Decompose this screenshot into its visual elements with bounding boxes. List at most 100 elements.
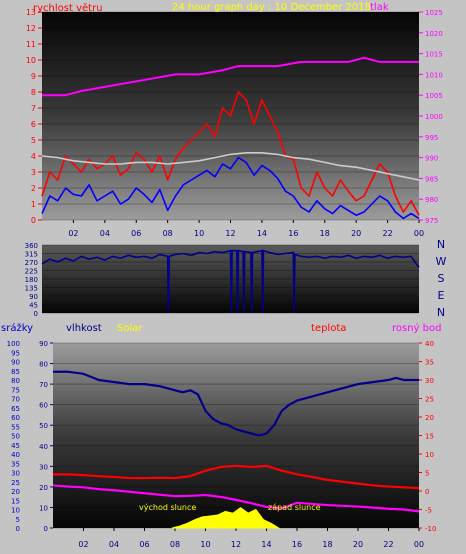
wind-left-tick-label: 9	[31, 72, 36, 81]
wind-left-tick-label: 12	[26, 24, 36, 33]
wind-speed-label: rychlost větru	[33, 2, 103, 14]
bottom-x-tick-label: 00	[414, 540, 424, 549]
pressure-tick-label: 980	[425, 196, 438, 204]
wind-x-tick-label: 20	[351, 229, 361, 238]
temperature-tick-label: -5	[425, 507, 432, 515]
wind-left-tick-label: 13	[26, 8, 36, 17]
pressure-tick-label: 975	[425, 217, 438, 225]
direction-tick-label: 360	[25, 242, 38, 250]
direction-tick-label: 0	[34, 310, 38, 318]
bottom-x-tick-label: 20	[353, 540, 363, 549]
rain-tick-label: 85	[11, 368, 20, 376]
rain-tick-label: 35	[11, 460, 20, 468]
wind-left-tick-label: 10	[26, 56, 36, 65]
direction-tick-label: 90	[29, 293, 38, 301]
temperature-tick-label: 25	[425, 396, 434, 404]
bottom-plot-area	[53, 343, 419, 528]
rain-tick-label: 75	[11, 386, 20, 394]
rain-tick-label: 50	[11, 433, 20, 441]
pressure-tick-label: 1015	[425, 51, 443, 59]
wind-left-tick-label: 6	[31, 120, 36, 129]
compass-e: E	[438, 289, 445, 302]
rain-tick-label: 30	[11, 470, 20, 478]
direction-tick-label: 315	[25, 251, 38, 259]
bottom-x-tick-label: 08	[170, 540, 180, 549]
rain-label: srážky	[1, 322, 33, 334]
dew-point-line	[52, 484, 420, 513]
pressure-tick-label: 995	[425, 134, 438, 142]
rain-tick-label: 5	[16, 516, 20, 524]
temperature-tick-label: 15	[425, 433, 434, 441]
pressure-tick-label: 985	[425, 175, 438, 183]
temperature-tick-label: 35	[425, 359, 434, 367]
temperature-label: teplota	[311, 323, 346, 334]
bottom-x-tick-label: 16	[292, 540, 302, 549]
humidity-tick-label: 70	[39, 381, 48, 389]
bottom-x-tick-label: 12	[231, 540, 241, 549]
humidity-tick-label: 10	[39, 504, 48, 512]
bottom-x-tick-label: 02	[78, 540, 88, 549]
humidity-tick-label: 20	[39, 484, 48, 492]
humidity-tick-label: 50	[39, 422, 48, 430]
direction-series	[41, 249, 420, 314]
compass-s: S	[438, 272, 445, 285]
humidity-temperature-chart: 0510152025303540455055606570758085909510…	[1, 322, 441, 549]
direction-tick-label: 135	[25, 285, 38, 293]
bottom-x-tick-label: 04	[109, 540, 119, 549]
wind-x-tick-label: 00	[414, 229, 424, 238]
wind-x-tick-label: 02	[68, 229, 78, 238]
compass-n-top: N	[437, 238, 445, 251]
bottom-axis-x: 02 04 06 08 10 12 14 16 18 20 22 00	[78, 528, 424, 549]
wind-average-line	[41, 152, 420, 181]
wind-left-tick-label: 5	[31, 136, 36, 145]
bottom-x-tick-label: 10	[200, 540, 210, 549]
rain-tick-label: 0	[16, 525, 20, 533]
wind-left-tick-label: 4	[31, 152, 36, 161]
temperature-tick-label: 10	[425, 451, 434, 459]
rain-tick-label: 90	[11, 359, 20, 367]
rain-tick-label: 100	[7, 340, 20, 348]
temperature-tick-label: 5	[425, 470, 429, 478]
temperature-tick-label: 40	[425, 340, 434, 348]
humidity-tick-label: 90	[39, 340, 48, 348]
wind-series	[41, 56, 420, 220]
wind-x-tick-label: 16	[288, 229, 298, 238]
rain-tick-label: 40	[11, 451, 20, 459]
solar-area	[171, 507, 281, 529]
wind-x-tick-label: 06	[131, 229, 141, 238]
wind-left-tick-label: 2	[31, 184, 36, 193]
wind-x-tick-label: 04	[100, 229, 110, 238]
rain-tick-label: 55	[11, 423, 20, 431]
direction-tick-label: 180	[25, 276, 38, 284]
wind-left-tick-label: 0	[31, 216, 36, 225]
humidity-tick-label: 0	[44, 525, 48, 533]
humidity-label: vlhkost	[66, 323, 102, 334]
rain-tick-label: 65	[11, 405, 20, 413]
rain-tick-label: 20	[11, 488, 20, 496]
humidity-axis: 0 10 20 30 40 50 60 70 80 90	[39, 340, 53, 533]
dew-point-label: rosný bod	[392, 322, 441, 334]
wind-x-tick-label: 22	[382, 229, 392, 238]
rain-tick-label: 95	[11, 349, 20, 357]
rain-tick-label: 45	[11, 442, 20, 450]
wind-x-tick-label: 08	[163, 229, 173, 238]
pressure-tick-label: 1025	[425, 9, 443, 17]
wind-direction-line	[41, 249, 420, 314]
compass-w: W	[436, 255, 447, 268]
rain-tick-label: 15	[11, 497, 20, 505]
pressure-tick-label: 1005	[425, 92, 443, 100]
pressure-tick-label: 1020	[425, 30, 443, 38]
graph-title: 24 hour graph day : 10 December 2018	[172, 2, 371, 13]
humidity-line	[53, 370, 419, 437]
wind-left-tick-label: 8	[31, 88, 36, 97]
wind-axis-right: 975 980 985 990 995 1000 1005 1010 1015 1020 1025	[419, 9, 443, 225]
humidity-tick-label: 60	[39, 402, 48, 410]
temperature-tick-label: 20	[425, 414, 434, 422]
bottom-x-tick-label: 18	[322, 540, 332, 549]
pressure-label: tlak	[370, 2, 389, 13]
pressure-tick-label: 1000	[425, 113, 443, 121]
